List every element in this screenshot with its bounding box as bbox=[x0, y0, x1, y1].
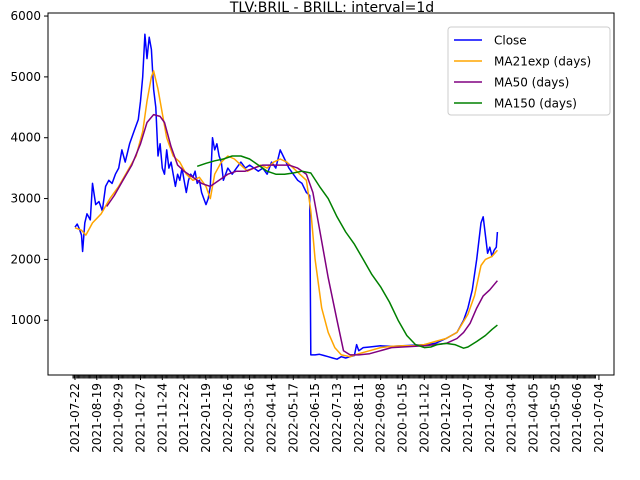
x-tick-label: 2022-07-13 bbox=[330, 383, 344, 453]
legend-label-1: MA21exp (days) bbox=[494, 55, 591, 69]
x-tick-label: 2022-05-17 bbox=[286, 383, 300, 453]
x-minor-ticks bbox=[72, 375, 596, 379]
x-tick-label: 2022-02-16 bbox=[221, 383, 235, 453]
legend-label-3: MA150 (days) bbox=[494, 97, 577, 111]
x-tick-label: 2022-01-19 bbox=[199, 383, 213, 453]
legend-box bbox=[447, 26, 611, 116]
y-axis: 1000 2000 3000 4000 5000 6000 bbox=[10, 9, 48, 327]
plot-frame bbox=[47, 12, 615, 376]
x-tick-label: 2021-10-27 bbox=[133, 383, 147, 453]
legend-label-2: MA50 (days) bbox=[494, 76, 569, 90]
x-tick-label: 2021-05-05 bbox=[548, 383, 562, 453]
series-line-0 bbox=[74, 33, 499, 360]
y-tick-label: 5000 bbox=[10, 70, 41, 84]
x-tick-label: 2021-08-19 bbox=[90, 383, 104, 453]
x-tick-label: 2021-04-05 bbox=[526, 383, 540, 453]
plot-lines bbox=[74, 33, 499, 360]
series-line-2 bbox=[106, 113, 498, 356]
y-tick-label: 3000 bbox=[10, 192, 41, 206]
x-tick-label: 2022-08-11 bbox=[352, 383, 366, 453]
x-axis: 2021-07-22 2021-08-19 2021-09-29 2021-10-27… bbox=[68, 375, 606, 453]
x-tick-label: 2021-07-04 bbox=[592, 383, 606, 453]
x-tick-label: 2020-11-12 bbox=[417, 383, 431, 453]
x-tick-label: 2021-01-07 bbox=[461, 383, 475, 453]
y-tick-label: 1000 bbox=[10, 313, 41, 327]
y-tick-label: 6000 bbox=[10, 9, 41, 23]
chart-title: TLV:BRIL - BRILL: interval=1d bbox=[229, 0, 434, 16]
x-tick-label: 2022-04-14 bbox=[264, 383, 278, 453]
series-line-3 bbox=[196, 155, 498, 349]
x-tick-label: 2021-03-04 bbox=[505, 383, 519, 453]
x-tick-label: 2021-07-22 bbox=[68, 383, 82, 453]
legend-label-0: Close bbox=[494, 34, 527, 48]
x-tick-label: 2020-12-10 bbox=[439, 383, 453, 453]
x-tick-label: 2021-09-29 bbox=[112, 383, 126, 453]
x-tick-label: 2022-03-16 bbox=[243, 383, 257, 453]
x-tick-label: 2021-11-24 bbox=[155, 383, 169, 453]
x-tick-label: 2022-06-15 bbox=[308, 383, 322, 453]
y-tick-label: 2000 bbox=[10, 252, 41, 266]
x-tick-label: 2021-12-22 bbox=[177, 383, 191, 453]
legend: Close MA21exp (days) MA50 (days) MA150 (day… bbox=[447, 26, 611, 116]
x-tick-label: 2021-06-06 bbox=[570, 383, 584, 453]
x-tick-label: 2021-02-04 bbox=[483, 383, 497, 453]
x-tick-label: 2020-10-15 bbox=[395, 383, 409, 453]
y-tick-label: 4000 bbox=[10, 131, 41, 145]
x-tick-label: 2022-09-08 bbox=[374, 383, 388, 453]
